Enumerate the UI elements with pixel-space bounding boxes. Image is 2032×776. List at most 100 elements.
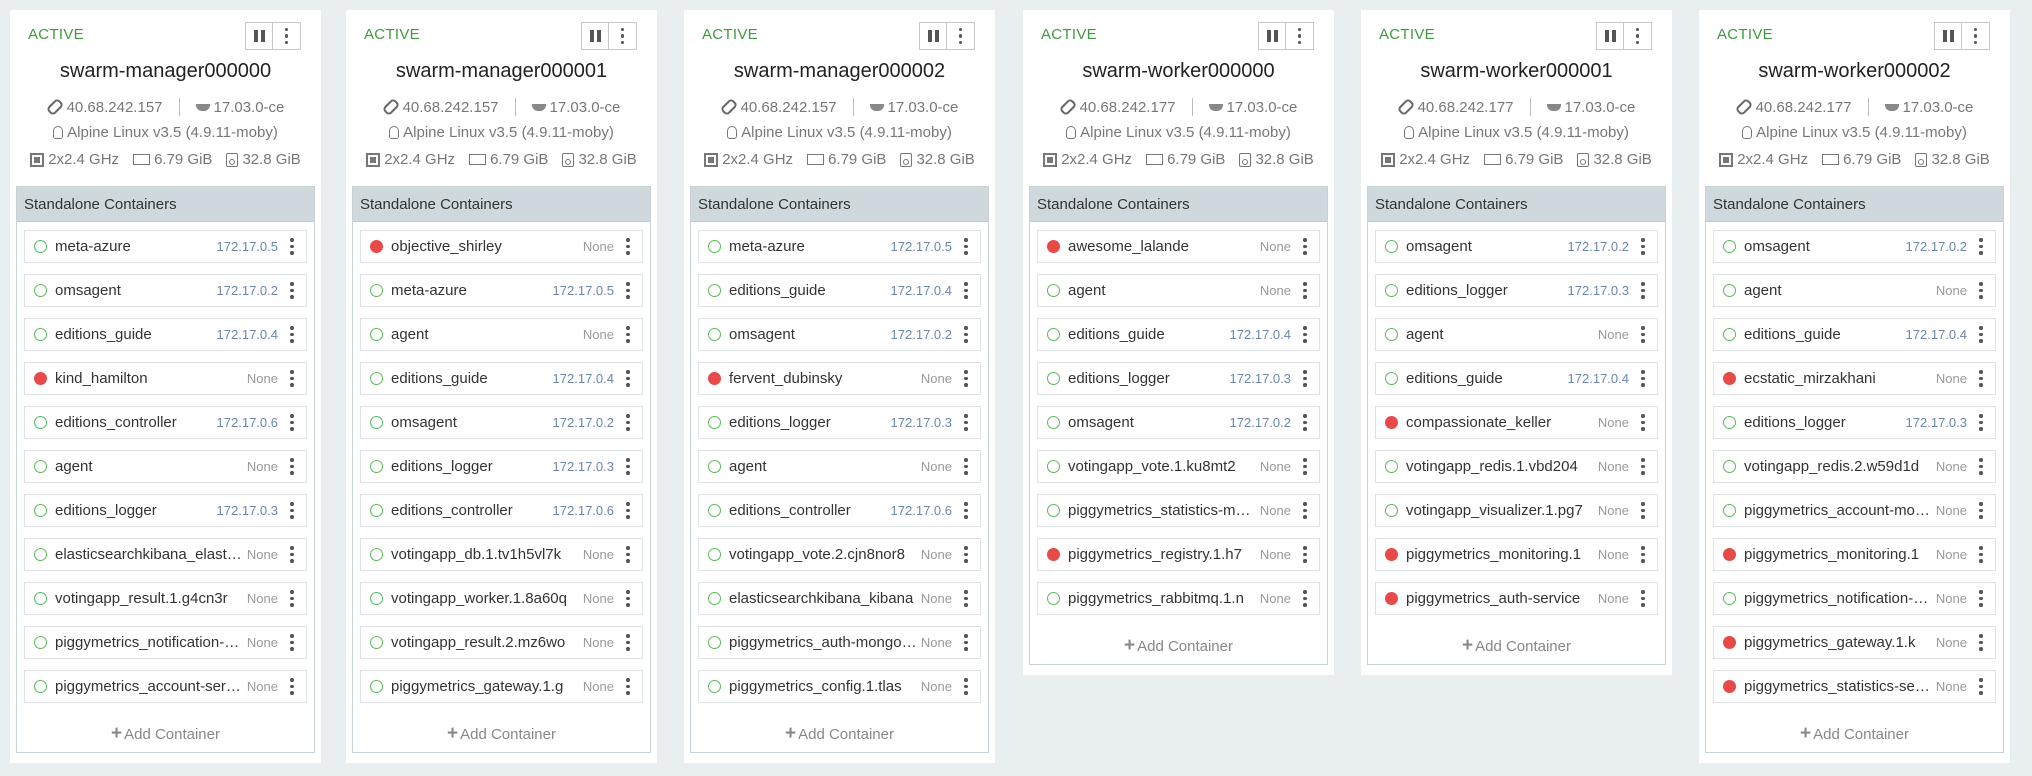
add-container-button[interactable]: + Add Container xyxy=(353,714,650,754)
container-row[interactable]: votingapp_result.1.g4cn3r None xyxy=(24,582,307,615)
container-menu-button[interactable] xyxy=(952,458,980,475)
container-menu-button[interactable] xyxy=(614,634,642,651)
container-menu-button[interactable] xyxy=(1629,370,1657,387)
container-menu-button[interactable] xyxy=(952,414,980,431)
container-row[interactable]: piggymetrics_auth-mongodb None xyxy=(698,626,981,659)
container-row[interactable]: votingapp_redis.1.vbd204 None xyxy=(1375,450,1658,483)
node-menu-button[interactable] xyxy=(1624,22,1652,50)
container-row[interactable]: votingapp_redis.2.w59d1d None xyxy=(1713,450,1996,483)
container-menu-button[interactable] xyxy=(1967,282,1995,299)
container-row[interactable]: votingapp_result.2.mz6wo None xyxy=(360,626,643,659)
container-row[interactable]: editions_controller 172.17.0.6 xyxy=(360,494,643,527)
container-menu-button[interactable] xyxy=(278,458,306,475)
container-row[interactable]: editions_controller 172.17.0.6 xyxy=(24,406,307,439)
container-row[interactable]: omsagent 172.17.0.2 xyxy=(698,318,981,351)
container-row[interactable]: votingapp_visualizer.1.pg7 None xyxy=(1375,494,1658,527)
container-row[interactable]: agent None xyxy=(1037,274,1320,307)
container-menu-button[interactable] xyxy=(952,238,980,255)
container-menu-button[interactable] xyxy=(614,458,642,475)
container-row[interactable]: editions_guide 172.17.0.4 xyxy=(698,274,981,307)
container-menu-button[interactable] xyxy=(952,546,980,563)
container-menu-button[interactable] xyxy=(1967,678,1995,695)
container-row[interactable]: editions_guide 172.17.0.4 xyxy=(1375,362,1658,395)
container-row[interactable]: piggymetrics_gateway.1.k None xyxy=(1713,626,1996,659)
container-row[interactable]: votingapp_worker.1.8a60q None xyxy=(360,582,643,615)
container-row[interactable]: kind_hamilton None xyxy=(24,362,307,395)
container-row[interactable]: meta-azure 172.17.0.5 xyxy=(360,274,643,307)
container-menu-button[interactable] xyxy=(1967,546,1995,563)
container-menu-button[interactable] xyxy=(1629,238,1657,255)
container-menu-button[interactable] xyxy=(952,282,980,299)
container-row[interactable]: piggymetrics_auth-service None xyxy=(1375,582,1658,615)
container-menu-button[interactable] xyxy=(952,590,980,607)
container-menu-button[interactable] xyxy=(1291,590,1319,607)
container-row[interactable]: omsagent 172.17.0.2 xyxy=(1713,230,1996,263)
container-menu-button[interactable] xyxy=(614,282,642,299)
container-row[interactable]: editions_logger 172.17.0.3 xyxy=(1375,274,1658,307)
container-row[interactable]: omsagent 172.17.0.2 xyxy=(1375,230,1658,263)
container-menu-button[interactable] xyxy=(278,634,306,651)
container-row[interactable]: piggymetrics_config.1.tlas None xyxy=(698,670,981,703)
container-row[interactable]: omsagent 172.17.0.2 xyxy=(1037,406,1320,439)
container-menu-button[interactable] xyxy=(614,502,642,519)
container-row[interactable]: editions_logger 172.17.0.3 xyxy=(360,450,643,483)
container-menu-button[interactable] xyxy=(1291,546,1319,563)
add-container-button[interactable]: + Add Container xyxy=(1706,714,2003,754)
container-menu-button[interactable] xyxy=(614,590,642,607)
container-menu-button[interactable] xyxy=(1629,282,1657,299)
container-menu-button[interactable] xyxy=(278,414,306,431)
container-row[interactable]: agent None xyxy=(698,450,981,483)
container-row[interactable]: elasticsearchkibana_kibana None xyxy=(698,582,981,615)
container-menu-button[interactable] xyxy=(614,370,642,387)
container-menu-button[interactable] xyxy=(614,414,642,431)
container-menu-button[interactable] xyxy=(1629,458,1657,475)
container-row[interactable]: editions_logger 172.17.0.3 xyxy=(1037,362,1320,395)
container-row[interactable]: piggymetrics_rabbitmq.1.n None xyxy=(1037,582,1320,615)
container-menu-button[interactable] xyxy=(952,634,980,651)
container-menu-button[interactable] xyxy=(1967,590,1995,607)
container-menu-button[interactable] xyxy=(952,326,980,343)
container-row[interactable]: piggymetrics_monitoring.1 None xyxy=(1375,538,1658,571)
container-menu-button[interactable] xyxy=(1291,502,1319,519)
container-menu-button[interactable] xyxy=(1291,326,1319,343)
container-row[interactable]: agent None xyxy=(1375,318,1658,351)
container-menu-button[interactable] xyxy=(1291,458,1319,475)
container-menu-button[interactable] xyxy=(1967,370,1995,387)
container-menu-button[interactable] xyxy=(614,326,642,343)
node-menu-button[interactable] xyxy=(947,22,975,50)
container-menu-button[interactable] xyxy=(278,326,306,343)
container-row[interactable]: piggymetrics_monitoring.1 None xyxy=(1713,538,1996,571)
node-menu-button[interactable] xyxy=(1286,22,1314,50)
node-menu-button[interactable] xyxy=(273,22,301,50)
container-menu-button[interactable] xyxy=(1291,414,1319,431)
container-menu-button[interactable] xyxy=(278,370,306,387)
container-row[interactable]: editions_guide 172.17.0.4 xyxy=(24,318,307,351)
container-menu-button[interactable] xyxy=(278,238,306,255)
container-menu-button[interactable] xyxy=(614,238,642,255)
container-row[interactable]: piggymetrics_statistics-service None xyxy=(1713,670,1996,703)
container-row[interactable]: objective_shirley None xyxy=(360,230,643,263)
container-menu-button[interactable] xyxy=(1629,546,1657,563)
container-menu-button[interactable] xyxy=(278,502,306,519)
add-container-button[interactable]: + Add Container xyxy=(691,714,988,754)
container-menu-button[interactable] xyxy=(278,546,306,563)
container-row[interactable]: votingapp_vote.1.ku8mt2 None xyxy=(1037,450,1320,483)
container-row[interactable]: agent None xyxy=(1713,274,1996,307)
container-menu-button[interactable] xyxy=(1291,370,1319,387)
node-menu-button[interactable] xyxy=(1962,22,1990,50)
container-row[interactable]: awesome_lalande None xyxy=(1037,230,1320,263)
container-row[interactable]: piggymetrics_statistics-mongodb None xyxy=(1037,494,1320,527)
container-row[interactable]: editions_guide 172.17.0.4 xyxy=(1713,318,1996,351)
container-row[interactable]: editions_guide 172.17.0.4 xyxy=(360,362,643,395)
container-row[interactable]: fervent_dubinsky None xyxy=(698,362,981,395)
container-row[interactable]: piggymetrics_registry.1.h7 None xyxy=(1037,538,1320,571)
container-menu-button[interactable] xyxy=(1967,634,1995,651)
container-menu-button[interactable] xyxy=(278,678,306,695)
container-row[interactable]: piggymetrics_notification-service None xyxy=(24,626,307,659)
container-row[interactable]: piggymetrics_gateway.1.g None xyxy=(360,670,643,703)
container-row[interactable]: editions_controller 172.17.0.6 xyxy=(698,494,981,527)
container-row[interactable]: votingapp_vote.2.cjn8nor8 None xyxy=(698,538,981,571)
container-row[interactable]: editions_logger 172.17.0.3 xyxy=(1713,406,1996,439)
container-row[interactable]: agent None xyxy=(360,318,643,351)
container-menu-button[interactable] xyxy=(952,678,980,695)
